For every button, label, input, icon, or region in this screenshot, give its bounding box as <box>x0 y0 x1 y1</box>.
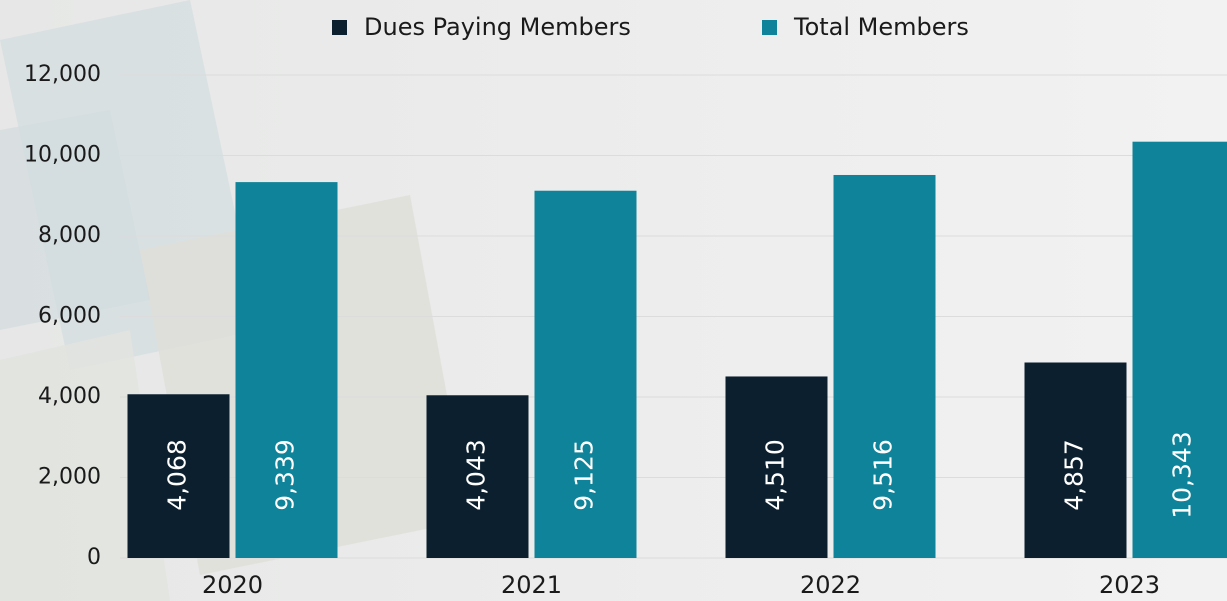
legend-label: Total Members <box>793 13 969 41</box>
y-tick-label: 12,000 <box>24 62 101 87</box>
bar <box>534 190 637 558</box>
y-tick-label: 4,000 <box>38 384 101 409</box>
data-label: 9,339 <box>271 439 300 511</box>
legend-swatch <box>332 20 347 35</box>
legend-swatch <box>762 20 777 35</box>
x-tick-label: 2022 <box>800 571 861 599</box>
bar <box>1132 141 1227 558</box>
x-tick-label: 2021 <box>501 571 562 599</box>
bar <box>725 376 828 558</box>
bar <box>426 395 529 558</box>
x-tick-label: 2023 <box>1099 571 1160 599</box>
decor <box>0 110 150 330</box>
y-tick-label: 6,000 <box>38 304 101 329</box>
data-label: 9,125 <box>570 439 599 511</box>
data-label: 4,857 <box>1060 439 1089 511</box>
data-label: 10,343 <box>1168 431 1197 518</box>
bar <box>1024 362 1127 558</box>
x-tick-label: 2020 <box>202 571 263 599</box>
legend-label: Dues Paying Members <box>364 13 631 41</box>
bar <box>127 394 230 558</box>
data-label: 4,068 <box>163 439 192 511</box>
y-tick-label: 0 <box>87 545 101 570</box>
y-tick-label: 2,000 <box>38 465 101 490</box>
y-tick-label: 8,000 <box>38 223 101 248</box>
data-label: 4,043 <box>462 439 491 511</box>
data-label: 4,510 <box>761 439 790 511</box>
data-label: 9,516 <box>869 439 898 511</box>
bar <box>235 182 338 558</box>
bar <box>833 174 936 558</box>
y-tick-label: 10,000 <box>24 143 101 168</box>
